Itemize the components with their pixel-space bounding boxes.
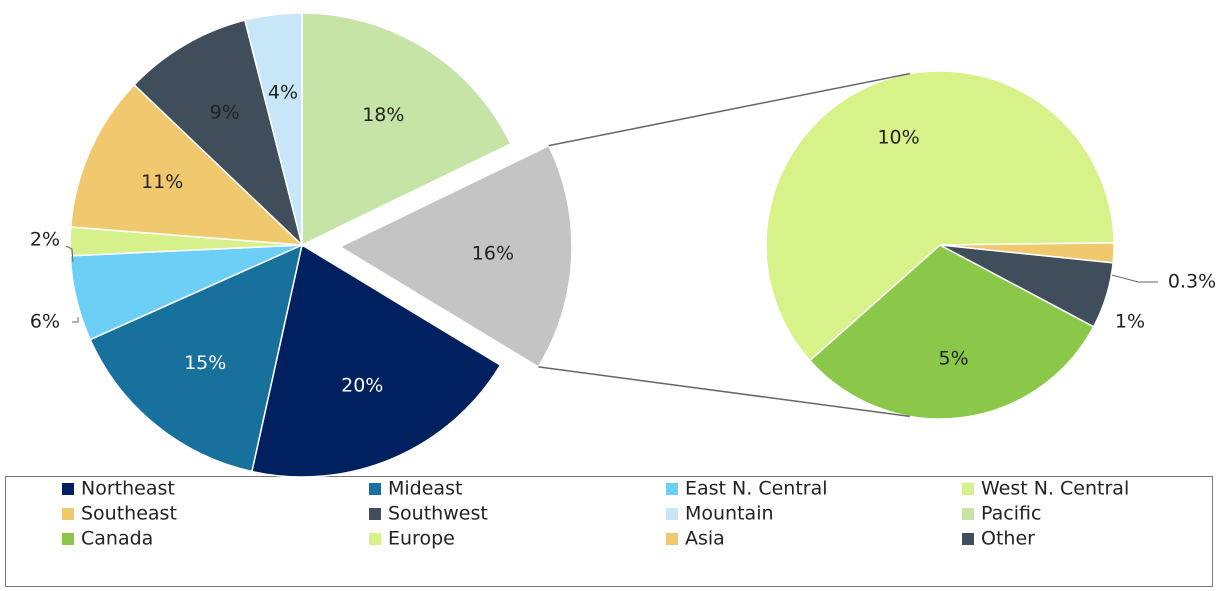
data-label: 5% xyxy=(938,348,968,370)
legend-label: Other xyxy=(981,528,1035,550)
legend-label: West N. Central xyxy=(981,478,1129,500)
pie-slice xyxy=(765,70,1115,362)
data-label: 18% xyxy=(362,104,404,126)
data-label: 16% xyxy=(472,242,514,264)
legend-label: Mountain xyxy=(685,503,774,525)
data-label: 10% xyxy=(877,126,919,148)
data-label: 1% xyxy=(1115,311,1145,333)
legend-swatch xyxy=(666,533,678,545)
legend-box xyxy=(5,476,1213,587)
legend-swatch xyxy=(62,533,74,545)
legend-swatch xyxy=(62,508,74,520)
legend-swatch xyxy=(369,508,381,520)
legend-label: Southeast xyxy=(81,503,177,525)
data-label: 4% xyxy=(268,82,298,104)
connector-line xyxy=(548,72,910,147)
legend-label: Pacific xyxy=(981,503,1041,525)
legend-swatch xyxy=(369,533,381,545)
legend-label: Southwest xyxy=(388,503,488,525)
leader-line xyxy=(65,245,74,263)
pie-slice xyxy=(808,244,1095,420)
legend-swatch xyxy=(369,483,381,495)
data-label: 9% xyxy=(210,101,240,123)
legend-swatch xyxy=(62,483,74,495)
legend-label: Canada xyxy=(81,528,153,550)
data-label: 0.3% xyxy=(1168,271,1216,293)
data-label: 15% xyxy=(184,352,226,374)
data-label: 2% xyxy=(30,229,60,251)
pie-slice xyxy=(133,19,304,248)
pie-slice xyxy=(338,144,573,368)
pie-slice xyxy=(939,244,1114,328)
legend-swatch xyxy=(962,483,974,495)
legend-label: Europe xyxy=(388,528,455,550)
connector-line xyxy=(538,366,910,418)
leader-line xyxy=(1111,274,1158,283)
data-label: 20% xyxy=(341,374,383,396)
legend-swatch xyxy=(962,533,974,545)
data-label: 11% xyxy=(141,171,183,193)
legend-label: Asia xyxy=(685,528,725,550)
pie-slice xyxy=(89,243,304,473)
legend-swatch xyxy=(962,508,974,520)
leader-line xyxy=(72,317,79,323)
pie-slice xyxy=(301,12,512,247)
legend-label: East N. Central xyxy=(685,478,828,500)
legend-swatch xyxy=(666,508,678,520)
legend-swatch xyxy=(666,483,678,495)
data-label: 6% xyxy=(30,311,60,333)
pie-slice xyxy=(250,243,502,478)
pie-slice xyxy=(243,12,303,246)
legend-label: Mideast xyxy=(388,478,462,500)
pie-slice xyxy=(69,83,305,246)
legend-label: Northeast xyxy=(81,478,175,500)
